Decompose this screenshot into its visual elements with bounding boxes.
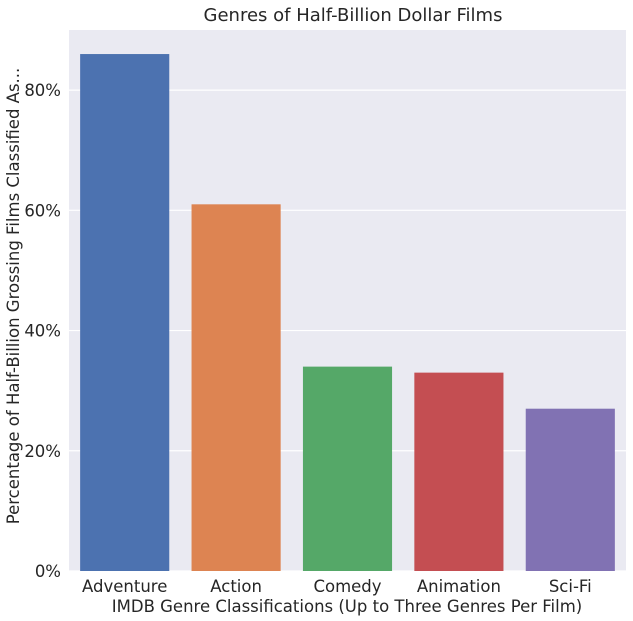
y-tick-label: 40%	[24, 322, 61, 341]
y-axis-label: Percentage of Half-Billion Grossing Film…	[4, 68, 23, 525]
y-tick-label: 80%	[24, 81, 61, 100]
x-tick-label: Comedy	[313, 577, 381, 596]
bar-adventure	[80, 54, 170, 572]
bar-action	[191, 204, 281, 572]
y-tick-label: 20%	[24, 442, 61, 461]
x-axis-ticks: Adventure Action Comedy Animation Sci-Fi	[82, 577, 592, 596]
x-tick-label: Adventure	[82, 577, 167, 596]
bar-animation	[414, 372, 504, 571]
bars	[80, 54, 615, 572]
chart-title: Genres of Half-Billion Dollar Films	[204, 5, 503, 26]
bar-comedy	[302, 366, 393, 571]
y-tick-label: 0%	[35, 562, 61, 581]
bar-sci-fi	[525, 408, 615, 571]
x-axis-label: IMDB Genre Classifications (Up to Three …	[112, 597, 582, 616]
x-tick-label: Animation	[417, 577, 501, 596]
x-tick-label: Action	[210, 577, 262, 596]
y-axis-ticks: 0% 20% 40% 60% 80%	[24, 81, 61, 581]
y-tick-label: 60%	[24, 201, 61, 220]
x-tick-label: Sci-Fi	[549, 577, 592, 596]
